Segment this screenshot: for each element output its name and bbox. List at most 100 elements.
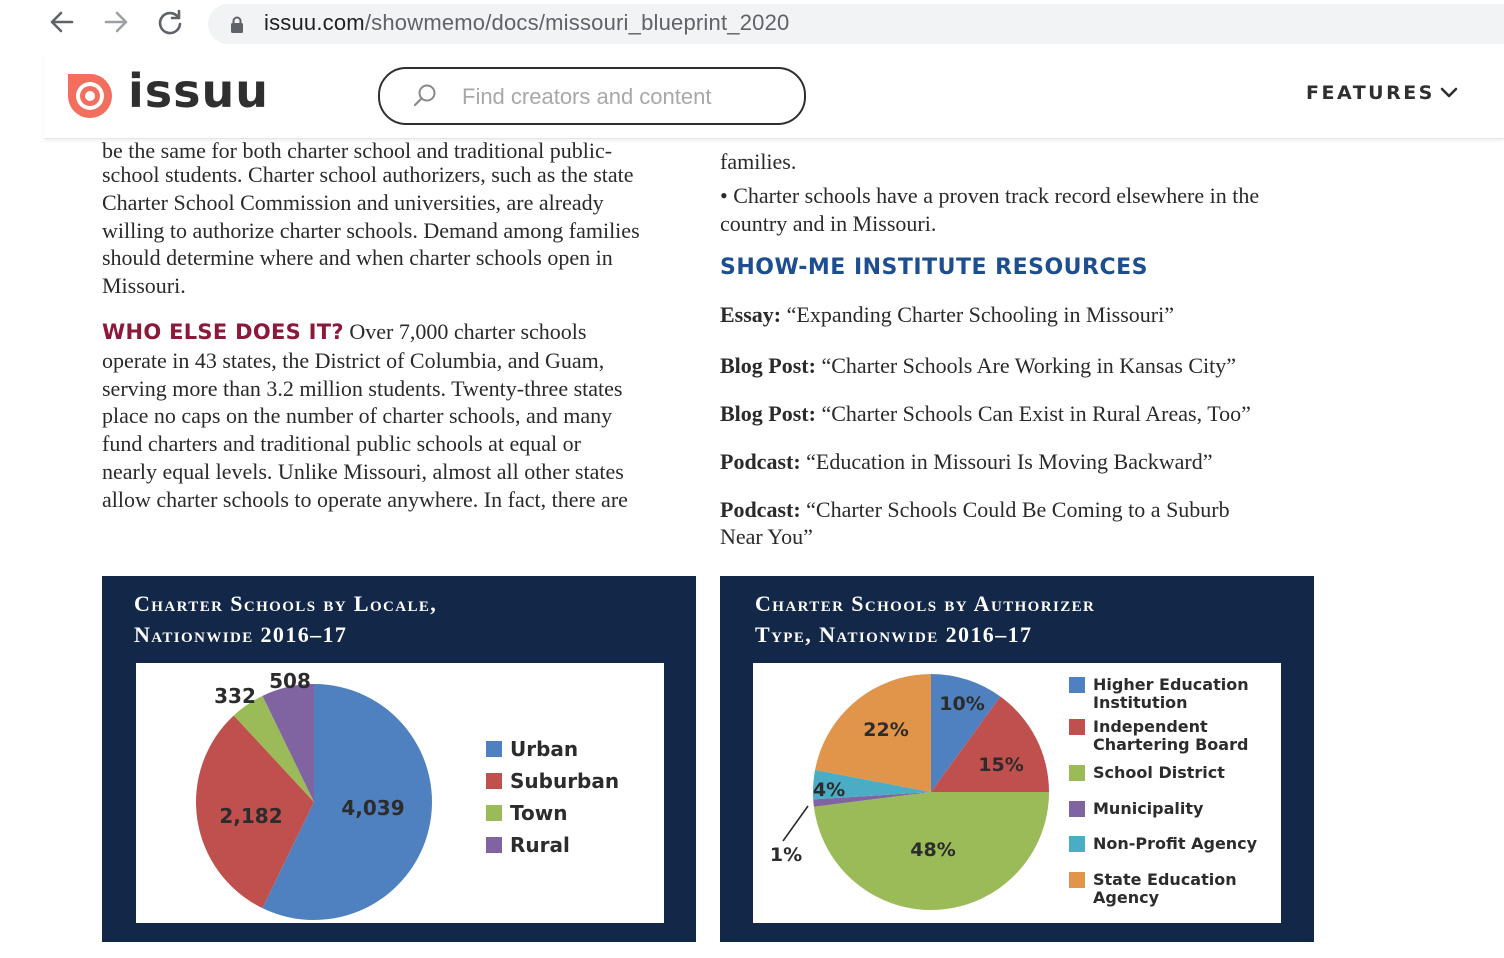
- legend-label: Municipality: [1093, 799, 1204, 818]
- who-else-heading: WHO ELSE DOES IT?: [102, 319, 344, 344]
- pie-data-label: 508: [269, 669, 311, 693]
- chart-title-line: Type, Nationwide 2016–17: [755, 622, 1033, 647]
- issuu-logo-icon[interactable]: [64, 70, 116, 125]
- browser-toolbar: issuu.com/showmemo/docs/missouri_bluepri…: [0, 0, 1504, 52]
- legend-label: Agency: [1093, 888, 1160, 907]
- text-line: should determine where and when charter …: [102, 245, 613, 271]
- resource-type: Blog Post:: [720, 353, 816, 379]
- pie-chart-authorizer: 10% 15% 48% 1% 4% 22% Higher EducationInstitut…: [770, 674, 1258, 911]
- resource-title: “Charter Schools Could Be Coming to a Su…: [800, 496, 1230, 522]
- legend-label: Higher Education: [1093, 675, 1249, 694]
- chart-panel-authorizer: Charter Schools by Authorizer Type, Nati…: [720, 576, 1314, 942]
- back-arrow-icon[interactable]: [44, 8, 80, 40]
- legend-swatch: [1069, 872, 1085, 888]
- chart-title-line: Charter Schools by Locale,: [134, 591, 438, 616]
- legend-swatch: [1069, 801, 1085, 817]
- legend-label: Town: [510, 801, 567, 825]
- text-line: operate in 43 states, the District of Co…: [102, 347, 605, 373]
- resource-item[interactable]: Blog Post: “Charter Schools Can Exist in…: [720, 400, 1320, 428]
- text-line: country and in Missouri.: [720, 210, 937, 236]
- resources-heading: SHOW-ME INSTITUTE RESOURCES: [720, 254, 1148, 280]
- resource-type: Podcast:: [720, 448, 801, 474]
- pie-data-label: 1%: [770, 844, 802, 866]
- resource-item[interactable]: Essay: “Expanding Charter Schooling in M…: [720, 301, 1320, 329]
- legend-swatch: [1069, 719, 1085, 735]
- pie-slice-independent-chartering-board: [931, 696, 1049, 792]
- legend-swatch: [1069, 677, 1085, 693]
- text-line: Over 7,000 charter schools: [343, 318, 587, 344]
- text-line: place no caps on the number of charter s…: [102, 403, 613, 429]
- text-line: school students. Charter school authoriz…: [102, 162, 634, 187]
- pie-data-label: 4%: [813, 779, 845, 801]
- pie-data-label: 332: [214, 684, 256, 708]
- resource-item[interactable]: Blog Post: “Charter Schools Are Working …: [720, 352, 1320, 380]
- address-bar[interactable]: issuu.com/showmemo/docs/missouri_bluepri…: [208, 4, 1504, 44]
- issuu-header: issuu Find creators and content FEATURES: [44, 54, 1504, 139]
- resource-type: Podcast:: [720, 496, 801, 522]
- resource-item[interactable]: Podcast: “Education in Missouri Is Movin…: [720, 448, 1320, 476]
- legend-label: Institution: [1093, 693, 1188, 712]
- search-field[interactable]: Find creators and content: [378, 67, 806, 125]
- paragraph-who-else: WHO ELSE DOES IT? Over 7,000 charter sch…: [102, 318, 702, 514]
- pie-slice-higher-education-institution: [931, 674, 1001, 792]
- legend-swatch: [1069, 765, 1085, 781]
- pie-data-label: 4,039: [341, 796, 404, 820]
- text-line: nearly equal levels. Unlike Missouri, al…: [102, 458, 624, 484]
- legend-swatch: [1069, 836, 1085, 852]
- pie-slice-non-profit-agency: [813, 769, 931, 800]
- legend-label: Chartering Board: [1093, 735, 1248, 754]
- chart-title: Charter Schools by Locale, Nationwide 20…: [134, 588, 437, 650]
- text-line: Charter School Commission and universiti…: [102, 189, 604, 215]
- resource-title-cont: Near You”: [720, 524, 813, 550]
- chart-area: 10% 15% 48% 1% 4% 22% Higher Education Institut…: [753, 663, 1281, 923]
- text-line: serving more than 3.2 million students. …: [102, 375, 623, 401]
- pie-slice-school-district: [813, 792, 1049, 911]
- legend-label: School District: [1093, 763, 1225, 782]
- resource-item[interactable]: Podcast: “Charter Schools Could Be Comin…: [720, 496, 1320, 552]
- chart-area: 4,039 2,182 332 508 Urban Suburban Town Rural: [136, 663, 664, 923]
- left-text-column: be the same for both charter school and …: [102, 140, 702, 514]
- pie-slice-town: [233, 695, 314, 802]
- legend-label: Urban: [510, 737, 578, 761]
- chevron-down-icon[interactable]: [1440, 86, 1458, 104]
- chart-panel-locale: Charter Schools by Locale, Nationwide 20…: [102, 576, 696, 942]
- legend-swatch: [486, 805, 502, 821]
- chart-title-line: Nationwide 2016–17: [134, 622, 348, 647]
- search-icon: [412, 83, 438, 114]
- forward-arrow-icon[interactable]: [98, 8, 134, 40]
- url-path: /showmemo/docs/missouri_blueprint_2020: [364, 10, 790, 35]
- leader-line: [782, 805, 809, 842]
- pie-data-label: 48%: [910, 839, 955, 861]
- text-line: allow charter schools to operate anywher…: [102, 486, 628, 512]
- issuu-logo-text[interactable]: issuu: [128, 64, 270, 118]
- legend-label: Rural: [510, 833, 570, 857]
- resource-type: Essay:: [720, 302, 782, 328]
- text-line: fund charters and traditional public sch…: [102, 431, 581, 457]
- resource-title: “Education in Missouri Is Moving Backwar…: [800, 448, 1213, 474]
- reload-icon[interactable]: [152, 8, 188, 40]
- search-placeholder: Find creators and content: [462, 84, 712, 109]
- pie-slice-urban: [262, 684, 432, 920]
- resource-title: “Charter Schools Are Working in Kansas C…: [815, 353, 1236, 379]
- text-line: willing to authorize charter schools. De…: [102, 217, 640, 243]
- legend-label: Suburban: [510, 769, 619, 793]
- pie-slice-municipality: [813, 792, 931, 807]
- resource-type: Blog Post:: [720, 400, 816, 426]
- legend-swatch: [486, 837, 502, 853]
- legend-label: Independent: [1093, 717, 1208, 736]
- url-text[interactable]: issuu.com/showmemo/docs/missouri_bluepri…: [264, 10, 789, 36]
- legend-label: State Education: [1093, 870, 1237, 889]
- text-line: • Charter schools have a proven track re…: [720, 183, 1260, 208]
- paragraph-authorizers: school students. Charter school authoriz…: [102, 161, 702, 300]
- document-viewer[interactable]: be the same for both charter school and …: [0, 140, 1504, 958]
- url-host: issuu.com: [264, 10, 365, 35]
- pie-slice-rural: [262, 684, 314, 802]
- features-menu[interactable]: FEATURES: [1306, 82, 1435, 104]
- pie-data-label: 15%: [978, 754, 1023, 776]
- right-text-column: families. • Charter schools have a prove…: [720, 149, 1320, 552]
- chart-title: Charter Schools by Authorizer Type, Nati…: [755, 588, 1095, 650]
- legend-swatch: [486, 773, 502, 789]
- pie-data-label: 10%: [939, 693, 984, 715]
- pie-data-label: 2,182: [219, 804, 282, 828]
- cutoff-line: be the same for both charter school and …: [102, 140, 613, 163]
